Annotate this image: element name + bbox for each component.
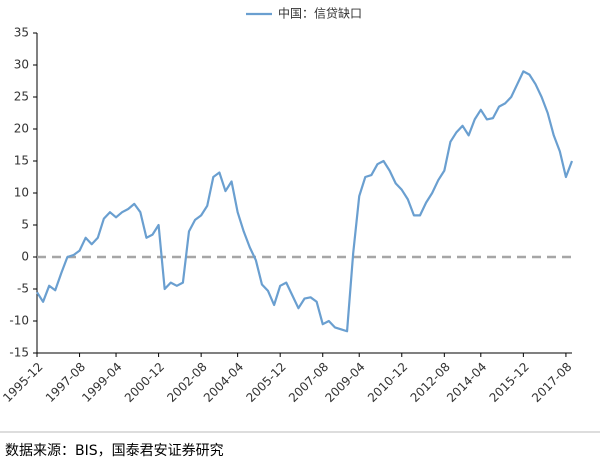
x-tick-label: 2000-12	[122, 360, 167, 405]
data-line	[36, 70, 574, 333]
x-tick-label: 2014-04	[444, 360, 489, 405]
x-tick-label: 2009-04	[322, 360, 367, 405]
x-tick-label: 2010-12	[365, 360, 410, 405]
y-tick-label: 0	[21, 250, 29, 264]
x-tick-label: 2004-04	[201, 360, 246, 405]
y-tick-label: 5	[21, 218, 29, 232]
x-tick-label: 1995-12	[0, 360, 45, 405]
y-tick-label: 30	[14, 58, 29, 72]
source-note: 数据来源：BIS，国泰君安证券研究	[5, 443, 224, 459]
legend-label: 中国：信贷缺口	[278, 6, 362, 21]
x-tick-label: 2005-12	[243, 360, 288, 405]
y-tick-label: 25	[14, 90, 29, 104]
y-tick-label: 10	[14, 186, 29, 200]
y-tick-label: -10	[9, 314, 29, 328]
y-tick-label: -5	[17, 282, 29, 296]
x-tick-label: 1999-04	[79, 360, 124, 405]
x-tick-label: 2015-12	[487, 360, 532, 405]
x-tick-label: 2017-08	[529, 360, 574, 405]
y-tick-label: 20	[14, 122, 29, 136]
y-tick-label: -15	[9, 346, 29, 360]
y-tick-label: 35	[14, 26, 29, 40]
y-tick-label: 15	[14, 154, 29, 168]
